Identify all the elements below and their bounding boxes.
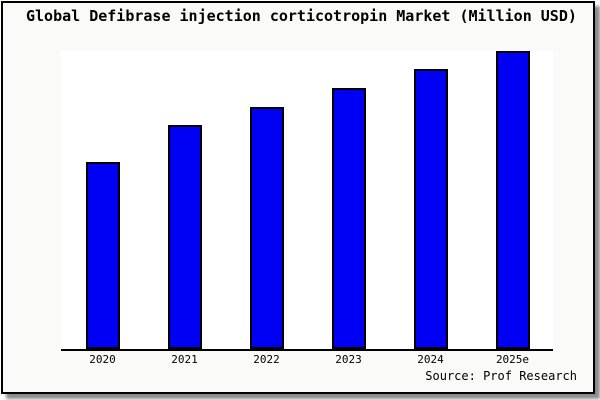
bar-2023	[331, 88, 366, 349]
bar-2020	[85, 162, 120, 349]
bar-2021	[167, 125, 202, 349]
chart-window: Global Defibrase injection corticotropin…	[1, 1, 595, 394]
source-note: Source: Prof Research	[425, 369, 577, 383]
x-tick-label-2021: 2021	[171, 353, 198, 366]
x-tick-label-2020: 2020	[89, 353, 116, 366]
x-tick-label-2025e: 2025e	[495, 353, 530, 366]
bar-2022	[249, 107, 284, 349]
bar-2025e	[495, 51, 530, 349]
chart-title: Global Defibrase injection corticotropin…	[26, 7, 577, 25]
x-tick-label-2023: 2023	[335, 353, 362, 366]
bar-2024	[413, 69, 448, 349]
plot-area	[61, 51, 553, 351]
x-axis-labels: 2020 2021 2022 2023 2024 2025e	[61, 353, 553, 369]
x-tick-label-2022: 2022	[253, 353, 280, 366]
x-tick-label-2024: 2024	[417, 353, 444, 366]
